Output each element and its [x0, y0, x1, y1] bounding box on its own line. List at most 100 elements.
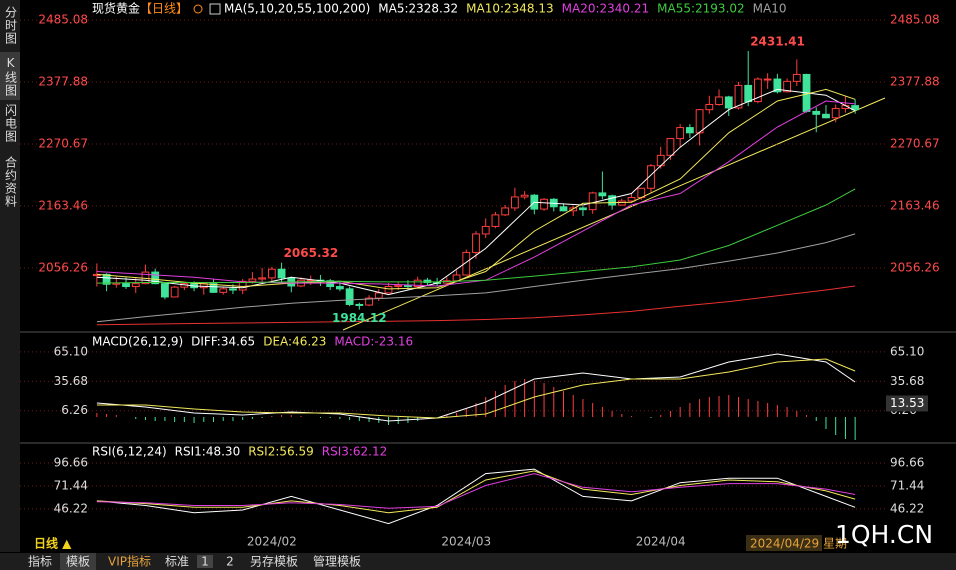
y-tick-label: 2270.67 [890, 136, 940, 150]
candle-body [705, 103, 714, 111]
legend-item: DEA:46.23 [263, 335, 326, 349]
toolbar-item[interactable]: 另存模板 [250, 555, 298, 569]
candle-body [792, 73, 801, 82]
candle-body [238, 280, 247, 291]
y-tick-label: 2056.26 [38, 260, 88, 274]
candle-body [462, 251, 471, 276]
indicator-line [96, 468, 856, 525]
y-tick-label: 35.68 [54, 374, 88, 388]
candle-body [510, 196, 519, 209]
toolbar-item[interactable]: 管理模板 [313, 554, 361, 569]
x-tick-label: 2024/03 [441, 535, 491, 549]
toolbar-item[interactable]: 1 [201, 555, 209, 569]
toolbar-active [60, 553, 96, 570]
date-box [746, 535, 822, 551]
y-tick-label: 2377.88 [38, 75, 88, 89]
candle-body [267, 268, 276, 279]
candle-body [647, 165, 655, 189]
candle-body [783, 80, 791, 93]
y-tick-label: 2485.08 [38, 13, 88, 27]
candle-body [151, 271, 160, 285]
candle-body [831, 108, 840, 119]
candle-body [374, 292, 383, 299]
candle-body [724, 96, 733, 109]
legend-item: DIFF:34.65 [191, 335, 255, 349]
toolbar-item[interactable]: 标准 [165, 555, 189, 569]
y-tick-label: 2163.46 [38, 198, 88, 212]
candle-body [394, 284, 403, 288]
toolbar-item[interactable]: VIP指标 [108, 554, 151, 569]
candle-body [579, 207, 587, 211]
candle-body [335, 286, 344, 290]
legend-item: MA55:2193.02 [657, 2, 745, 16]
y-tick-label: 96.66 [54, 456, 88, 470]
candle-body [413, 279, 422, 288]
y-tick-label: 2485.08 [890, 13, 940, 27]
candle-body [277, 268, 286, 279]
sidebar-tab[interactable]: 分时图 [4, 6, 18, 45]
candle-body [219, 288, 228, 293]
cursor-box [886, 395, 928, 412]
sidebar-tab[interactable]: 合约资料 [4, 155, 18, 208]
icon [193, 4, 203, 14]
y-tick-label: 65.10 [890, 344, 924, 358]
indicator-line [96, 470, 856, 514]
sidebar [0, 0, 20, 552]
candle-body [715, 96, 723, 105]
extreme-label: 2431.41 [750, 35, 805, 49]
extreme-label: 2065.32 [284, 246, 339, 260]
y-tick-label: 2163.46 [890, 198, 940, 212]
legend-item: MA(5,10,20,55,100,200) [224, 2, 370, 16]
candle-body [773, 78, 782, 93]
candle-body [559, 206, 568, 212]
indicator-line [96, 285, 856, 326]
toolbar-item[interactable]: 指标 [28, 554, 52, 569]
legend-item: MA5:2328.32 [378, 2, 458, 16]
candle-body [258, 277, 267, 280]
legend-item: RSI3:62.12 [322, 445, 388, 459]
y-tick-label: 65.10 [54, 344, 88, 358]
y-tick-label: 71.44 [890, 478, 924, 492]
sidebar-tab[interactable]: 闪电图 [4, 104, 18, 143]
legend-item: 现货黄金 [92, 1, 140, 16]
candle-body [423, 279, 432, 283]
indicator-line [96, 188, 856, 284]
period-label[interactable]: 日线 ▲ [34, 536, 72, 551]
candle-body [481, 225, 490, 235]
candle-body [851, 105, 860, 111]
candle-body [161, 283, 169, 298]
toolbar-active [197, 555, 213, 568]
candle-body [676, 127, 685, 140]
candle-body [170, 286, 179, 298]
sidebar-active [0, 52, 20, 100]
sidebar-tab[interactable]: K线图 [4, 56, 18, 97]
candle-body [384, 286, 393, 294]
date-label: 2024/04/29 星期 [750, 537, 847, 551]
toolbar-item[interactable]: 模板 [66, 555, 90, 569]
candle-body [598, 192, 607, 197]
y-tick-label: 2377.88 [890, 75, 940, 89]
indicator-line [96, 233, 856, 323]
legend-item: MA20:2340.21 [562, 2, 650, 16]
legend-item: MA10:2348.13 [466, 2, 554, 16]
candle-body [520, 194, 529, 198]
toolbar-item[interactable]: 2 [226, 555, 234, 569]
y-tick-label: 96.66 [890, 456, 924, 470]
candle-body [617, 200, 626, 206]
candle-body [404, 284, 412, 288]
candle-body [812, 110, 821, 115]
candle-body [355, 303, 364, 306]
candle-body [685, 127, 694, 134]
x-tick-label: 2024/02 [247, 535, 297, 549]
candle-body [734, 84, 743, 109]
y-tick-label: 71.44 [54, 478, 88, 492]
x-tick-label: 2024/04 [636, 535, 686, 549]
y-tick-label: 46.22 [890, 501, 924, 515]
legend-item: MA10 [753, 2, 787, 16]
candle-body [627, 197, 636, 202]
cursor-value: 13.53 [890, 396, 924, 410]
legend-item: MACD(26,12,9) [92, 335, 183, 349]
indicator-line [96, 88, 856, 296]
extreme-label: 1984.12 [332, 311, 387, 325]
